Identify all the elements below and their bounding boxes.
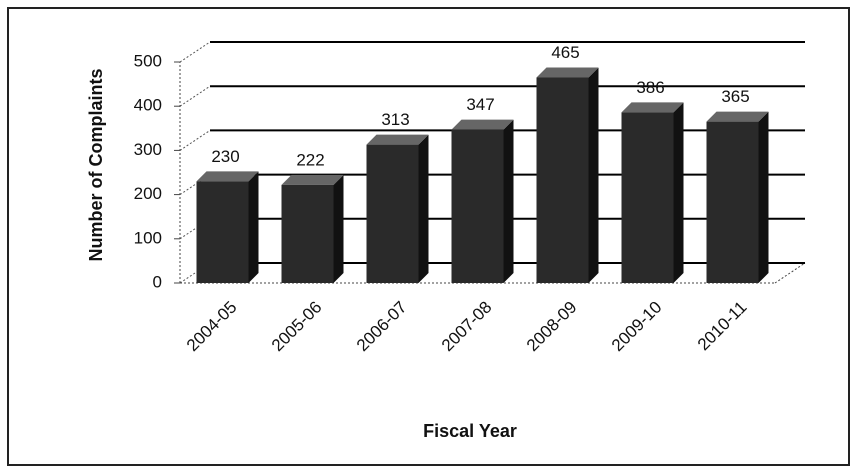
bar-top	[451, 119, 514, 130]
bar	[536, 67, 599, 283]
y-tick-label: 200	[134, 184, 162, 203]
bar-front	[706, 121, 759, 283]
bar-top	[621, 102, 684, 113]
chart-border	[7, 7, 850, 466]
bar-front	[536, 77, 589, 283]
x-tick-label: 2004-05	[183, 298, 241, 356]
y-tick-label: 400	[134, 96, 162, 115]
bar-top	[706, 111, 769, 122]
bar-front	[366, 144, 419, 283]
x-tick-label: 2008-09	[523, 298, 581, 356]
y-tick-label: 500	[134, 51, 162, 70]
bar-top	[196, 171, 259, 182]
x-tick-label: 2009-10	[608, 298, 666, 356]
bar	[706, 111, 769, 283]
bar-front	[621, 112, 674, 283]
floor-side	[774, 262, 806, 284]
bar-side	[673, 102, 684, 283]
bar-top	[281, 174, 344, 185]
bar	[621, 102, 684, 283]
x-tick-label: 2005-06	[268, 298, 326, 356]
bar-top	[366, 134, 429, 145]
bar	[366, 134, 429, 283]
y-tick-label: 0	[153, 272, 162, 291]
bar-side	[758, 111, 769, 283]
bar-side	[333, 174, 344, 283]
bar	[451, 119, 514, 283]
data-label: 313	[381, 110, 409, 129]
x-tick-label: 2006-07	[353, 298, 411, 356]
y-axis-title: Number of Complaints	[86, 68, 106, 261]
bar-side	[418, 134, 429, 283]
data-label: 386	[636, 78, 664, 97]
data-label: 465	[551, 43, 579, 62]
bar-side	[248, 171, 259, 283]
bar-front	[281, 184, 334, 283]
x-tick-label: 2007-08	[438, 298, 496, 356]
bar-front	[451, 129, 504, 283]
data-label: 365	[721, 87, 749, 106]
x-tick-label: 2010-11	[694, 298, 751, 355]
bar-side	[588, 67, 599, 283]
bar-side	[503, 119, 514, 283]
bar-top	[536, 67, 599, 78]
data-label: 347	[466, 95, 494, 114]
bar	[196, 171, 259, 283]
bar	[281, 174, 344, 283]
x-axis-title: Fiscal Year	[423, 421, 517, 441]
bar-front	[196, 181, 249, 283]
data-label: 230	[211, 147, 239, 166]
grid-line-side	[179, 85, 211, 107]
grid-line-side	[179, 41, 211, 63]
y-tick-label: 100	[134, 228, 162, 247]
grid-line-side	[179, 129, 211, 151]
y-tick-label: 300	[134, 140, 162, 159]
data-label: 222	[296, 150, 324, 169]
